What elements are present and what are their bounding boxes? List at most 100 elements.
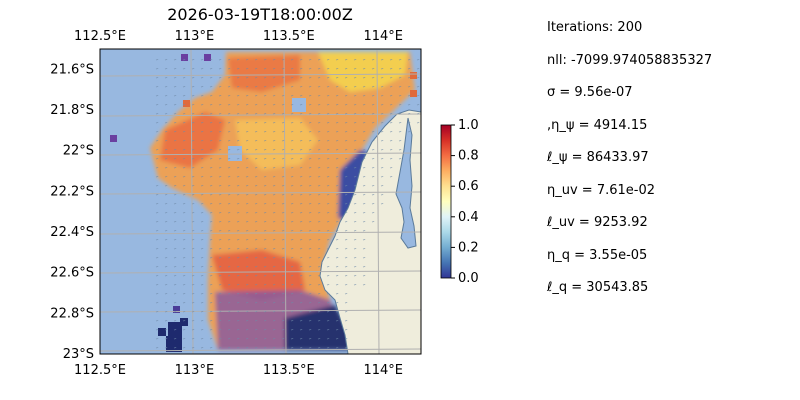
velocity-arrow bbox=[182, 257, 186, 259]
x-tick-label-bottom: 113°E bbox=[175, 363, 215, 378]
velocity-arrow bbox=[299, 131, 303, 133]
velocity-arrow bbox=[173, 86, 177, 88]
velocity-arrow bbox=[254, 221, 258, 223]
velocity-arrow bbox=[236, 131, 240, 133]
velocity-arrow bbox=[218, 230, 222, 232]
velocity-arrow bbox=[236, 122, 240, 124]
velocity-arrow bbox=[209, 149, 213, 151]
velocity-arrow bbox=[209, 275, 213, 277]
velocity-arrow bbox=[299, 68, 303, 70]
velocity-arrow bbox=[227, 176, 231, 178]
velocity-arrow bbox=[335, 284, 339, 286]
stat-sigma: σ = 9.56e-07 bbox=[547, 85, 633, 100]
velocity-arrow bbox=[362, 149, 366, 151]
x-tick-label-bottom: 112.5°E bbox=[74, 363, 126, 378]
colorbar-ticks: 0.0 0.2 0.4 0.6 0.8 1.0 bbox=[451, 118, 479, 286]
field-cell bbox=[110, 135, 117, 142]
velocity-arrow bbox=[164, 248, 168, 250]
velocity-arrow bbox=[236, 248, 240, 250]
velocity-arrow bbox=[344, 104, 348, 106]
velocity-arrow bbox=[371, 122, 375, 124]
velocity-arrow bbox=[281, 86, 285, 88]
velocity-arrow bbox=[227, 302, 231, 304]
velocity-arrow bbox=[317, 338, 321, 340]
velocity-arrow bbox=[281, 176, 285, 178]
velocity-arrow bbox=[155, 347, 159, 349]
velocity-arrow bbox=[182, 203, 186, 205]
stat-ell-q: ℓ_q = 30543.85 bbox=[547, 280, 649, 295]
velocity-arrow bbox=[155, 167, 159, 169]
velocity-arrow bbox=[191, 176, 195, 178]
velocity-arrow bbox=[254, 104, 258, 106]
velocity-arrow bbox=[245, 122, 249, 124]
velocity-arrow bbox=[200, 320, 204, 322]
velocity-arrow bbox=[254, 284, 258, 286]
velocity-arrow bbox=[191, 347, 195, 349]
velocity-arrow bbox=[155, 113, 159, 115]
velocity-arrow bbox=[245, 329, 249, 331]
velocity-arrow bbox=[290, 185, 294, 187]
velocity-arrow bbox=[308, 140, 312, 142]
velocity-arrow bbox=[281, 293, 285, 295]
velocity-arrow bbox=[299, 194, 303, 196]
velocity-arrow bbox=[245, 158, 249, 160]
velocity-arrow bbox=[344, 347, 348, 349]
velocity-arrow bbox=[299, 167, 303, 169]
velocity-arrow bbox=[299, 266, 303, 268]
velocity-arrow bbox=[200, 194, 204, 196]
velocity-arrow bbox=[326, 158, 330, 160]
velocity-arrow bbox=[200, 266, 204, 268]
velocity-arrow bbox=[389, 59, 393, 61]
velocity-arrow bbox=[335, 293, 339, 295]
velocity-arrow bbox=[236, 59, 240, 61]
field-cell bbox=[168, 322, 182, 336]
velocity-arrow bbox=[263, 311, 267, 313]
velocity-arrow bbox=[326, 176, 330, 178]
velocity-arrow bbox=[218, 194, 222, 196]
velocity-arrow bbox=[245, 185, 249, 187]
velocity-arrow bbox=[173, 95, 177, 97]
velocity-arrow bbox=[236, 338, 240, 340]
velocity-arrow bbox=[155, 248, 159, 250]
velocity-arrow bbox=[317, 302, 321, 304]
velocity-arrow bbox=[173, 239, 177, 241]
stat-ell-uv: ℓ_uv = 9253.92 bbox=[547, 215, 648, 230]
velocity-arrow bbox=[416, 77, 420, 79]
velocity-arrow bbox=[173, 284, 177, 286]
velocity-arrow bbox=[173, 158, 177, 160]
velocity-arrow bbox=[182, 221, 186, 223]
velocity-arrow bbox=[290, 275, 294, 277]
velocity-arrow bbox=[236, 113, 240, 115]
velocity-arrow bbox=[227, 266, 231, 268]
velocity-arrow bbox=[191, 230, 195, 232]
velocity-arrow bbox=[272, 158, 276, 160]
velocity-arrow bbox=[398, 95, 402, 97]
velocity-arrow bbox=[191, 320, 195, 322]
velocity-arrow bbox=[308, 149, 312, 151]
velocity-arrow bbox=[317, 176, 321, 178]
velocity-arrow bbox=[155, 194, 159, 196]
velocity-arrow bbox=[209, 284, 213, 286]
velocity-arrow bbox=[245, 194, 249, 196]
velocity-arrow bbox=[218, 221, 222, 223]
velocity-arrow bbox=[326, 113, 330, 115]
velocity-arrow bbox=[236, 212, 240, 214]
velocity-arrow bbox=[173, 221, 177, 223]
velocity-arrow bbox=[227, 113, 231, 115]
velocity-arrow bbox=[245, 293, 249, 295]
velocity-arrow bbox=[299, 185, 303, 187]
velocity-arrow bbox=[326, 257, 330, 259]
velocity-arrow bbox=[218, 59, 222, 61]
velocity-arrow bbox=[281, 185, 285, 187]
velocity-arrow bbox=[344, 248, 348, 250]
velocity-arrow bbox=[263, 329, 267, 331]
velocity-arrow bbox=[326, 185, 330, 187]
velocity-arrow bbox=[308, 194, 312, 196]
velocity-arrow bbox=[254, 320, 258, 322]
velocity-arrow bbox=[191, 149, 195, 151]
velocity-arrow bbox=[245, 77, 249, 79]
velocity-arrow bbox=[209, 185, 213, 187]
velocity-arrow bbox=[335, 329, 339, 331]
velocity-arrow bbox=[155, 293, 159, 295]
map-frame bbox=[99, 48, 422, 355]
